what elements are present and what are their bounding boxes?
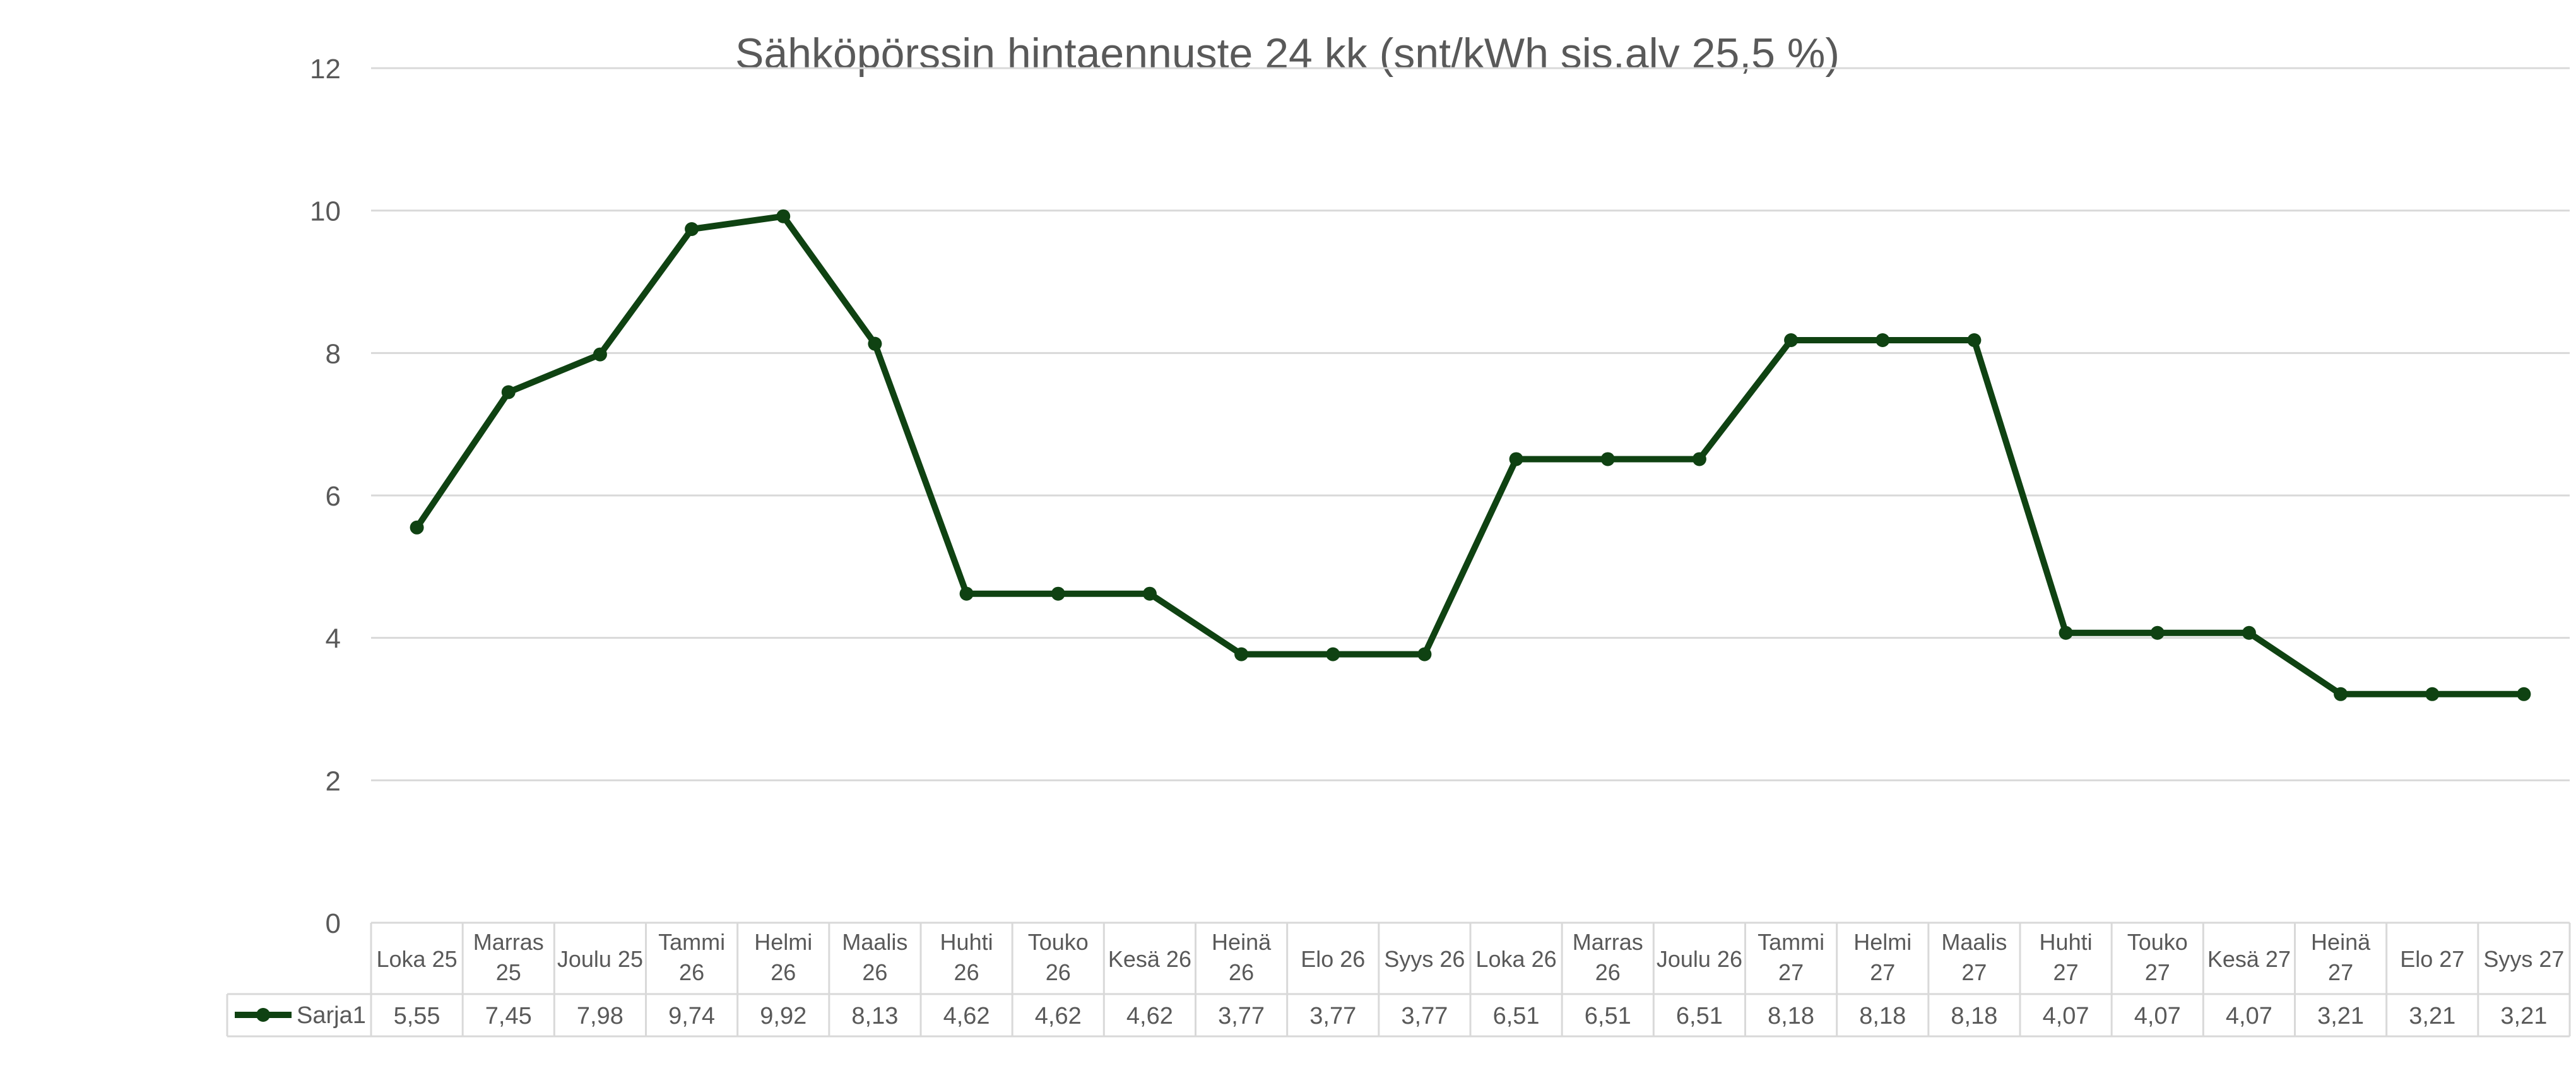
category-label: 27 [1778,959,1804,985]
category-label: Joulu 26 [1657,946,1742,972]
series-line [413,213,2527,697]
category-label: Helmi [1853,929,1911,955]
data-point [1142,586,1157,601]
data-point [1051,586,1065,601]
category-label: Huhti [940,929,993,955]
category-label: Marras [1573,929,1643,955]
category-label: Tammi [658,929,725,955]
data-value-label: 6,51 [1585,1003,1631,1029]
category-label: Helmi [754,929,812,955]
data-point [1967,333,1982,348]
data-point [685,222,699,237]
category-label: 26 [1046,959,1071,985]
data-point [593,347,607,362]
category-label: 27 [1870,959,1895,985]
data-point [2242,625,2256,640]
category-label: Joulu 25 [557,946,643,972]
category-label: Elo 26 [1301,946,1365,972]
data-value-label: 4,07 [2043,1003,2089,1029]
data-value-label: 5,55 [394,1003,440,1029]
category-label: 27 [2145,959,2170,985]
data-value-label: 4,07 [2134,1003,2181,1029]
category-label: Heinä [1212,929,1272,955]
category-label: Heinä [2311,929,2371,955]
data-point [1784,333,1799,348]
data-point [2059,625,2073,640]
y-tick-label: 6 [326,481,341,512]
data-value-label: 4,62 [1126,1003,1173,1029]
category-label: 26 [771,959,796,985]
category-label: Maalis [842,929,907,955]
category-label: Elo 27 [2400,946,2464,972]
category-label: 26 [679,959,704,985]
data-value-label: 4,07 [2226,1003,2272,1029]
data-point [1600,452,1615,466]
category-label: Touko [2127,929,2188,955]
category-label: Kesä 27 [2207,946,2291,972]
category-label: 27 [2328,959,2353,985]
data-point [2517,687,2531,701]
category-label: Tammi [1758,929,1824,955]
category-label: Marras [473,929,544,955]
category-label: 27 [2053,959,2079,985]
data-value-label: 7,98 [577,1003,623,1029]
y-tick-label: 8 [326,338,341,369]
data-value-label: 8,18 [1768,1003,1814,1029]
category-label: 26 [954,959,979,985]
data-value-label: 3,21 [2317,1003,2364,1029]
category-label: 26 [1229,959,1254,985]
y-tick-label: 0 [326,908,341,939]
data-point [1692,452,1706,466]
data-point [2150,625,2165,640]
category-label: Syys 26 [1384,946,1465,972]
legend-marker [256,1008,270,1022]
data-value-label: 6,51 [1493,1003,1540,1029]
y-tick-label: 10 [310,196,341,227]
data-point [1876,333,1890,348]
category-label: 25 [496,959,521,985]
category-label: 26 [1595,959,1621,985]
category-label: Huhti [2040,929,2093,955]
data-value-label: 4,62 [943,1003,990,1029]
category-label: Maalis [1941,929,2007,955]
data-value-label: 3,77 [1401,1003,1448,1029]
y-tick-label: 12 [310,54,341,85]
data-value-label: 8,18 [1951,1003,1997,1029]
data-point [501,385,516,400]
category-label: Loka 26 [1476,946,1557,972]
data-point [1509,452,1523,466]
data-value-label: 3,21 [2500,1003,2547,1029]
chart-title: Sähköpörssin hintaennuste 24 kk (snt/kWh… [735,30,1840,78]
data-value-label: 8,18 [1859,1003,1906,1029]
data-point [2334,687,2348,701]
data-value-label: 3,77 [1218,1003,1265,1029]
data-point [1417,647,1432,661]
data-value-label: 6,51 [1676,1003,1723,1029]
data-value-label: 9,92 [760,1003,806,1029]
data-point [776,209,791,223]
data-value-label: 3,77 [1309,1003,1356,1029]
category-label: 27 [1961,959,1987,985]
data-value-label: 9,74 [668,1003,715,1029]
data-point [410,520,424,535]
data-point [868,336,882,351]
data-point [1326,647,1340,661]
category-label: 26 [862,959,887,985]
legend-label: Sarja1 [297,1002,366,1029]
category-label: Loka 25 [377,946,458,972]
data-value-label: 8,13 [851,1003,898,1029]
data-point [959,586,974,601]
category-label: Touko [1028,929,1089,955]
data-value-label: 7,45 [485,1003,532,1029]
y-tick-label: 2 [326,766,341,797]
data-value-label: 4,62 [1035,1003,1082,1029]
category-label: Syys 27 [2483,946,2564,972]
data-value-label: 3,21 [2409,1003,2455,1029]
data-point [2425,687,2440,701]
category-label: Kesä 26 [1108,946,1191,972]
y-tick-label: 4 [326,624,341,654]
data-point [1234,647,1249,661]
